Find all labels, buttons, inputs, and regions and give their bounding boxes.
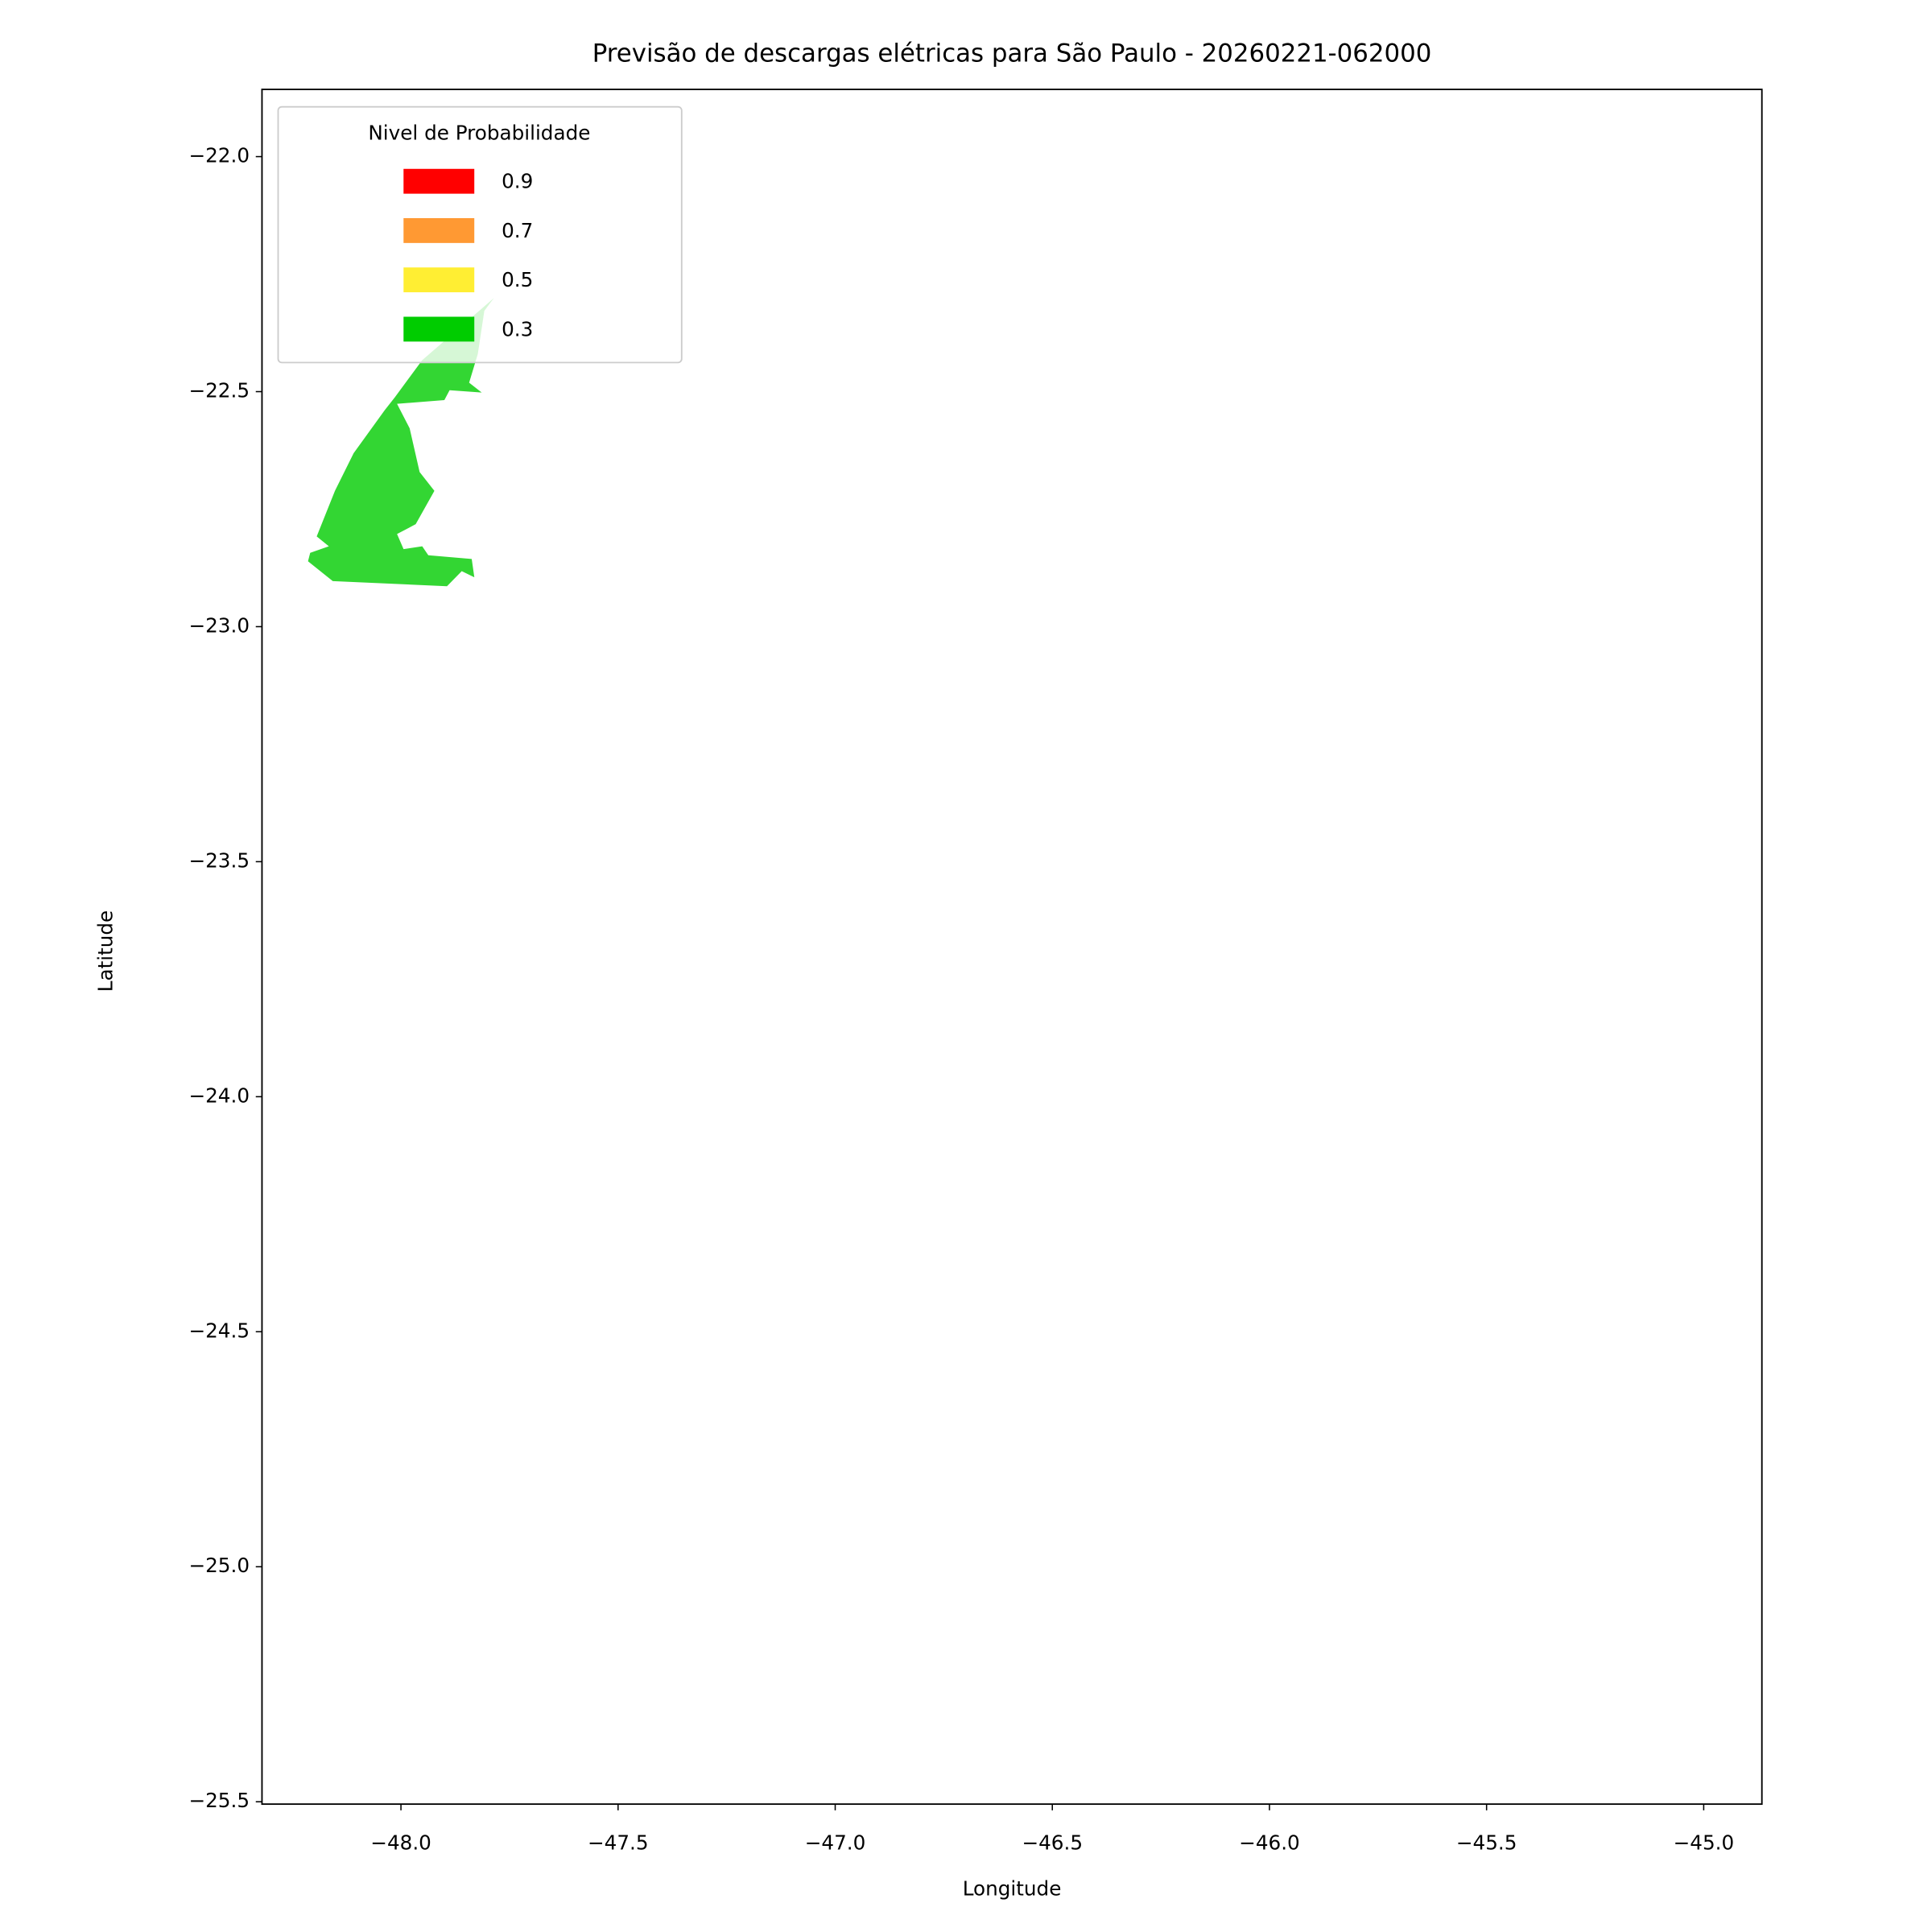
y-tick-label: −23.5 — [188, 848, 250, 872]
y-tick-label: −23.0 — [188, 613, 250, 637]
legend-label: 0.7 — [502, 219, 533, 242]
y-tick-label: −24.0 — [188, 1084, 250, 1107]
y-tick-label: −24.5 — [188, 1319, 250, 1342]
x-tick-label: −47.5 — [588, 1831, 649, 1854]
legend-title: Nivel de Probabilidade — [368, 122, 590, 145]
legend: Nivel de Probabilidade 0.9 0.7 0.5 0.3 — [277, 105, 683, 364]
y-tick-label: −25.0 — [188, 1554, 250, 1577]
x-tick-label: −48.0 — [370, 1831, 431, 1854]
x-tick-label: −47.0 — [805, 1831, 866, 1854]
y-axis-label: Latitude — [94, 910, 118, 992]
legend-swatch — [403, 168, 475, 194]
legend-swatch — [403, 267, 475, 293]
chart-title: Previsão de descargas elétricas para São… — [592, 39, 1432, 68]
plot-frame — [261, 89, 1763, 1806]
y-tick-label: −25.5 — [188, 1789, 250, 1812]
x-tick-label: −45.5 — [1456, 1831, 1517, 1854]
region — [308, 298, 494, 587]
x-axis-label: Longitude — [963, 1877, 1062, 1901]
x-tick-label: −45.0 — [1674, 1831, 1735, 1854]
x-tick-label: −46.5 — [1022, 1831, 1083, 1854]
legend-label: 0.5 — [502, 268, 533, 291]
legend-swatch — [403, 316, 475, 342]
legend-label: 0.3 — [502, 317, 533, 341]
legend-label: 0.9 — [502, 170, 533, 193]
y-tick-label: −22.5 — [188, 379, 250, 402]
legend-swatch — [403, 218, 475, 243]
y-tick-label: −22.0 — [188, 144, 250, 167]
legend-frame — [277, 105, 683, 364]
x-tick-label: −46.0 — [1239, 1831, 1300, 1854]
